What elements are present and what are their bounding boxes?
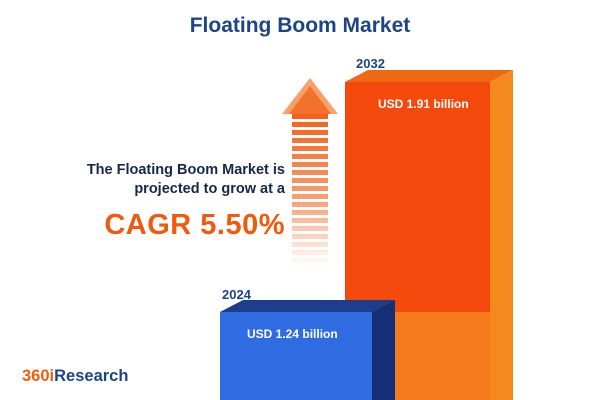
brand-logo-suffix: Research [54, 367, 129, 385]
bar-2024-front-face [220, 312, 372, 400]
annotation-line-1: The Floating Boom Market is [86, 162, 285, 178]
bar-2032-front-lower-shade [395, 312, 490, 400]
page-title: Floating Boom Market [189, 14, 411, 37]
growth-arrow-stripes [292, 114, 328, 272]
brand-logo-prefix: 360i [22, 367, 55, 385]
annotation-line-2: projected to grow at a [134, 181, 285, 198]
growth-arrow-head-icon [282, 78, 338, 114]
bar-2032-side-face [490, 70, 513, 400]
bar-2024-top-face [220, 300, 395, 312]
label-value-2032: USD 1.91 billion [378, 97, 469, 111]
bar-2024-side-face [372, 300, 395, 400]
label-year-2024: 2024 [222, 287, 251, 302]
cagr-value: CAGR 5.50% [104, 209, 285, 242]
bar-2032-top-face [345, 70, 513, 82]
label-value-2024: USD 1.24 billion [247, 327, 338, 341]
brand-logo: 360iResearch [22, 367, 128, 386]
label-year-2032: 2032 [356, 56, 385, 71]
growth-arrow-icon [282, 78, 338, 274]
annotation-block: The Floating Boom Market is projected to… [40, 161, 285, 245]
